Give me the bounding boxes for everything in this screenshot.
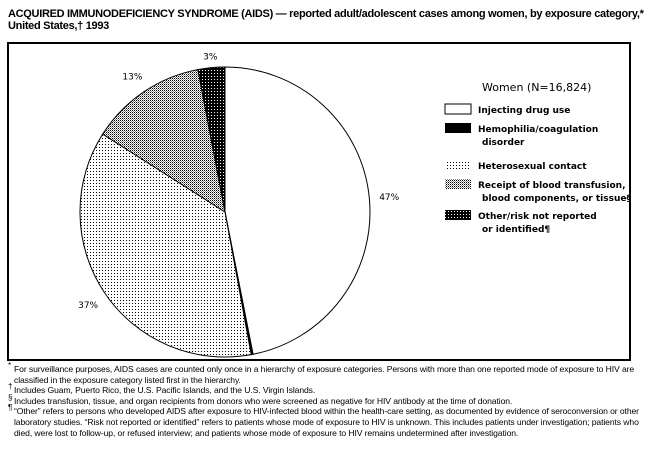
legend-label: Other/risk not reported [478,212,597,222]
footnote-mark: * [8,361,12,370]
slice-label: 47% [379,193,399,203]
slice-label: 37% [78,301,98,311]
legend-label: blood components, or tissue§ [482,194,631,204]
legend-swatch [445,160,471,170]
legend-swatch [444,103,472,115]
footnote-text: Includes Guam, Puerto Rico, the U.S. Pac… [14,385,316,396]
slice-label: 3% [203,53,218,63]
footnotes: * For surveillance purposes, AIDS cases a… [8,361,648,438]
footnote-text: “Other” refers to persons who developed … [14,406,639,438]
pie-slice [197,66,226,213]
footnote: § Includes transfusion, tissue, and organ… [8,392,648,407]
pie-slice [102,68,226,214]
legend-label: Heterosexual contact [478,162,587,172]
legend-swatch [445,210,471,220]
footnote-mark: ¶ [8,403,13,413]
chart-frame [7,42,631,361]
legend-label: or identified¶ [482,225,550,235]
pie-slice [224,66,371,355]
legend-label: Receipt of blood transfusion, [478,181,626,191]
footnote-text: Includes transfusion, tissue, and organ … [14,395,513,406]
slice-label: 13% [122,72,142,82]
pie-slice [79,133,252,358]
footnote-mark: § [8,392,13,402]
legend-title: Women (N=16,824) [482,81,591,94]
legend-swatch [445,179,471,189]
legend-label: disorder [482,138,525,148]
chart-title: ACQUIRED IMMUNODEFICIENCY SYNDROME (AIDS… [8,8,644,32]
footnote: ¶ “Other” refers to persons who developed… [8,403,648,438]
legend-swatch [445,123,471,133]
legend-label: Hemophilia/coagulation [478,125,598,135]
legend-label: Injecting drug use [478,106,570,116]
footnote-text: For surveillance purposes, AIDS cases ar… [14,364,635,385]
footnote: † Includes Guam, Puerto Rico, the U.S. Pa… [8,382,648,396]
footnote: * For surveillance purposes, AIDS cases a… [8,361,648,385]
footnote-mark: † [8,382,13,392]
